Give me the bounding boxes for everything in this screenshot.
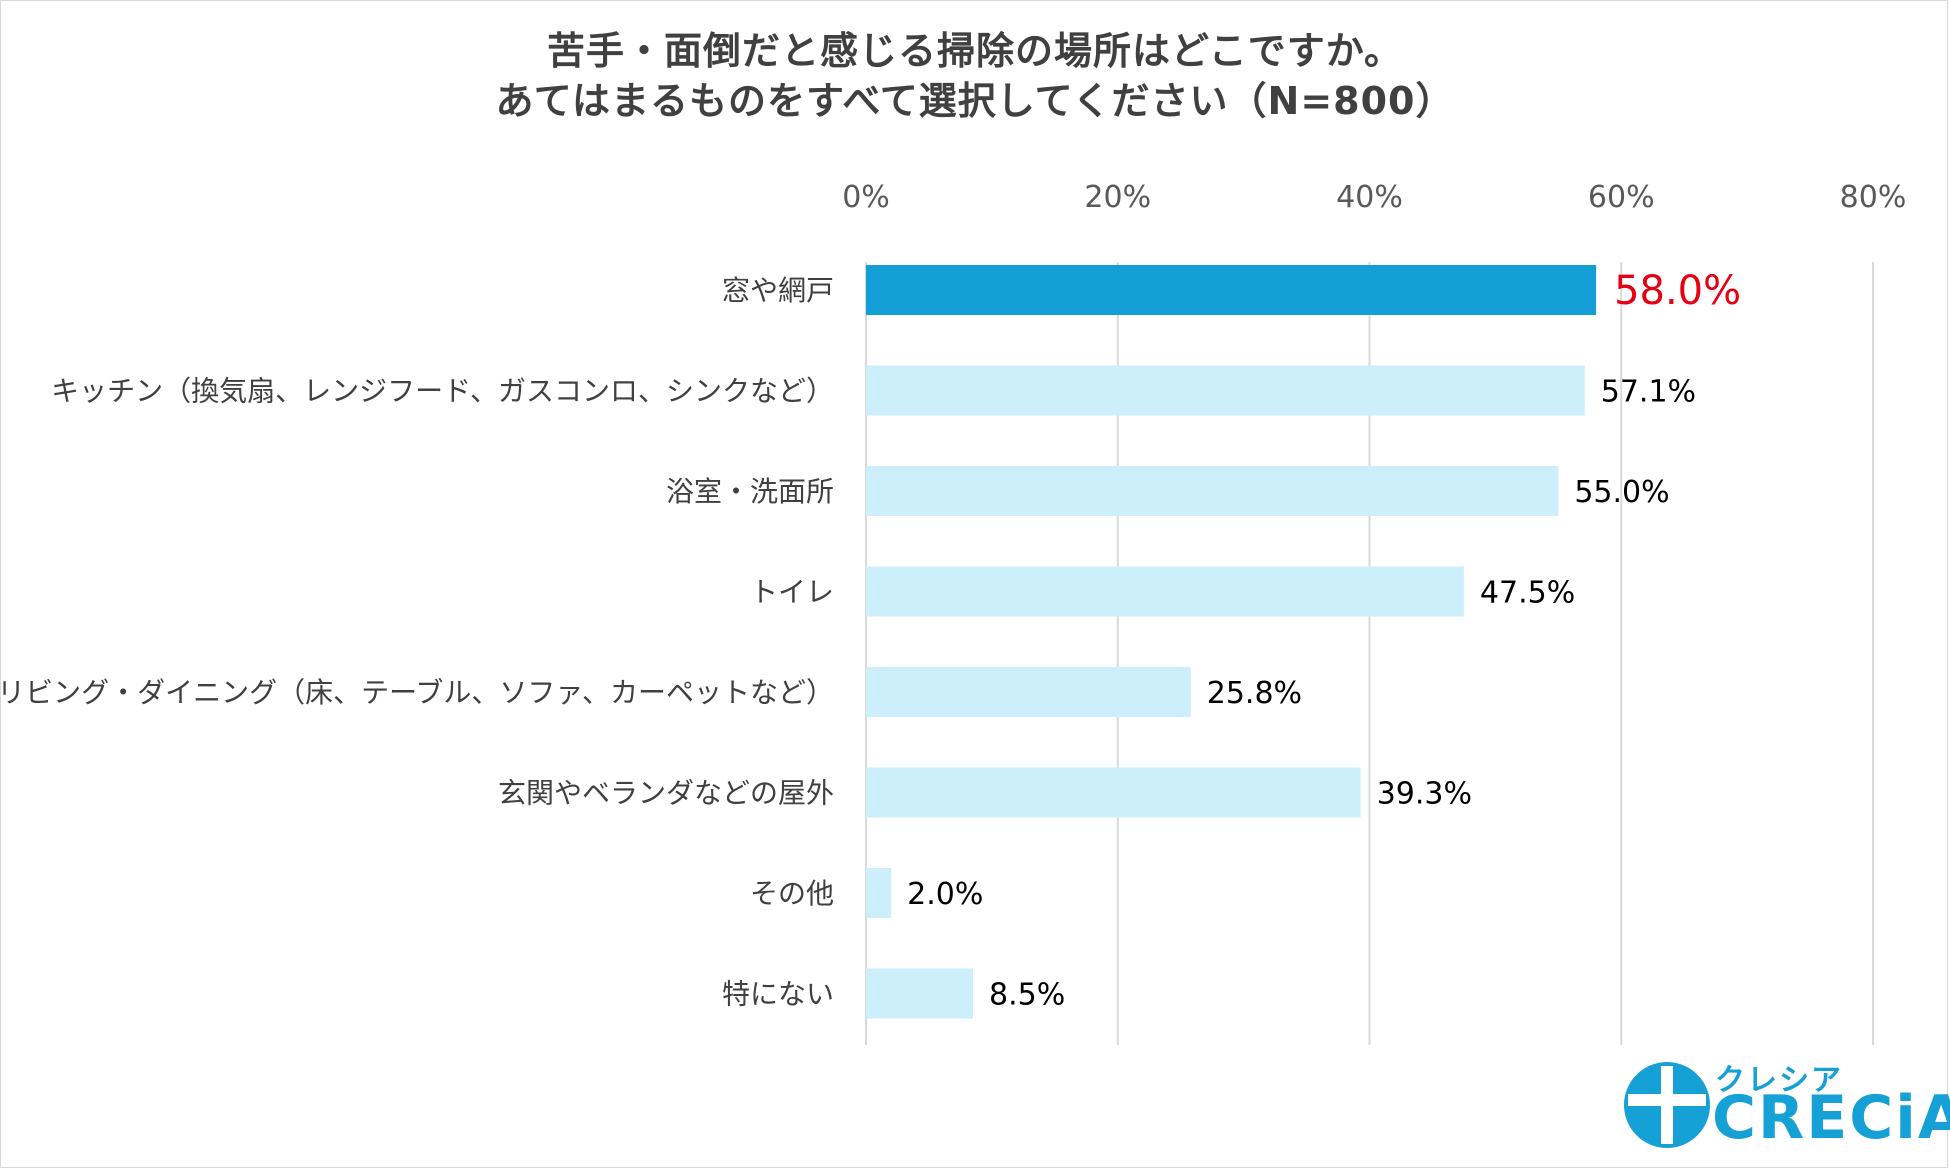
x-tick-label: 60% — [1588, 180, 1655, 215]
bar — [866, 365, 1585, 416]
category-label: 玄関やベランダなどの屋外 — [498, 777, 834, 810]
data-label: 8.5% — [989, 978, 1065, 1013]
data-label: 2.0% — [907, 877, 983, 912]
bar — [866, 767, 1361, 818]
chart-title: 苦手・面倒だと感じる掃除の場所はどこですか。 — [546, 29, 1404, 73]
category-label: キッチン（換気扇、レンジフード、ガスコンロ、シンクなど） — [51, 375, 834, 408]
category-label: リビング・ダイニング（床、テーブル、ソファ、カーペットなど） — [0, 676, 834, 709]
category-label: 浴室・洗面所 — [666, 475, 834, 508]
category-label: 特にない — [722, 978, 834, 1011]
x-tick-label: 80% — [1840, 180, 1907, 215]
x-tick-label: 0% — [842, 180, 890, 215]
crecia-cross-circle-icon — [1624, 1062, 1710, 1148]
bar — [866, 868, 892, 918]
category-label: 窓や網戸 — [722, 274, 834, 307]
x-tick-label: 20% — [1084, 180, 1151, 215]
logo-small-text: クレシア — [1715, 1063, 1843, 1098]
category-label: トイレ — [750, 576, 834, 609]
bar — [866, 265, 1597, 315]
bar — [866, 466, 1559, 516]
crecia-logo: クレシア CRECiA — [1622, 1055, 1950, 1155]
category-label: その他 — [750, 877, 834, 910]
data-label: 58.0% — [1614, 268, 1741, 314]
data-label: 39.3% — [1377, 777, 1472, 812]
bar — [866, 566, 1464, 617]
chart-subtitle: あてはまるものをすべて選択してください（N=800） — [495, 79, 1455, 123]
data-label: 57.1% — [1601, 375, 1696, 410]
logo-main-text: CRECiA — [1712, 1083, 1950, 1153]
bar — [866, 968, 973, 1019]
data-label: 47.5% — [1480, 576, 1575, 611]
data-label: 55.0% — [1574, 475, 1669, 510]
bar — [866, 667, 1191, 717]
data-label: 25.8% — [1207, 676, 1302, 711]
x-tick-label: 40% — [1336, 180, 1403, 215]
